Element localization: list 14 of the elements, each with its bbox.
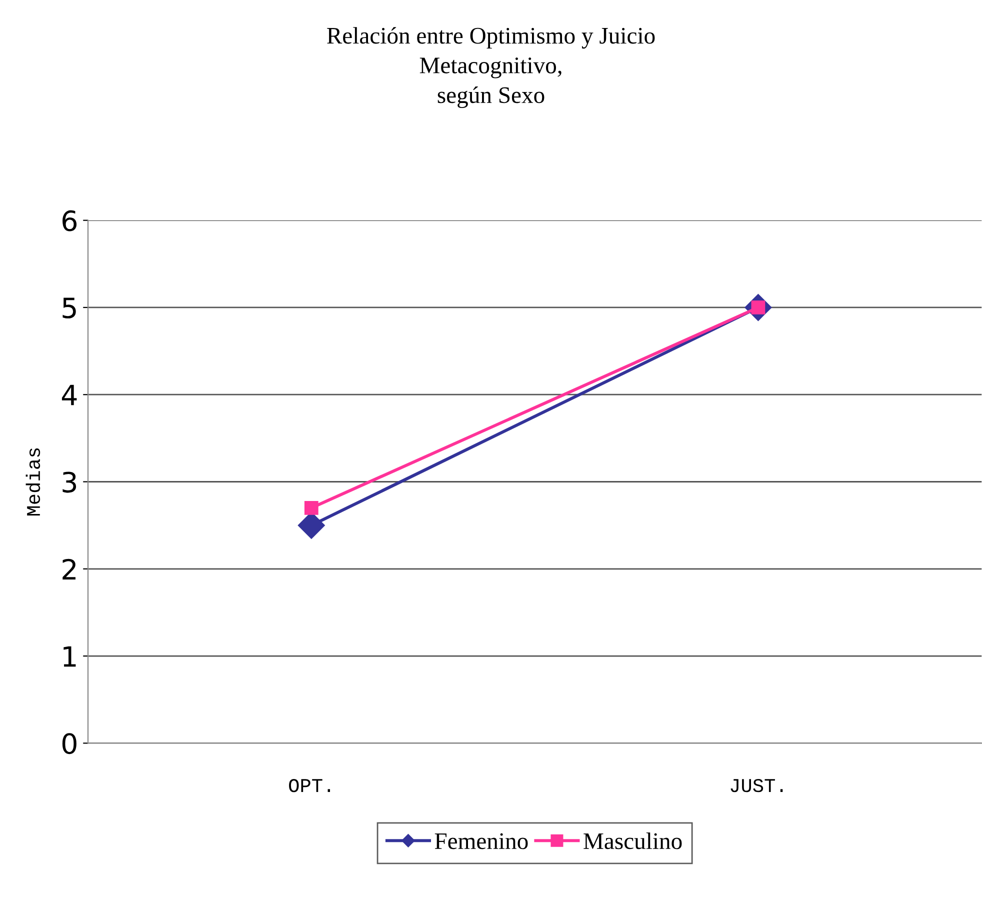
x-tick-label: OPT. xyxy=(289,778,330,792)
y-tick-label: 0 xyxy=(62,733,76,754)
point xyxy=(304,500,318,515)
y-tick-label: 3 xyxy=(62,472,76,493)
y-axis-title: Medias xyxy=(26,448,40,516)
y-tick-label: 5 xyxy=(62,298,76,318)
x-tick-label: JUST. xyxy=(730,778,783,792)
legend-label: Masculino xyxy=(584,832,682,850)
y-tick-label: 6 xyxy=(62,210,77,232)
legend-label: Femenino xyxy=(434,833,528,850)
y-tick-label: 4 xyxy=(62,384,77,406)
y-tick-label: 1 xyxy=(64,646,76,667)
y-tick-label: 2 xyxy=(62,558,76,580)
chart-title: Relación entre Optimismo y Juicio Metacognitivo, según Sexo xyxy=(327,27,655,108)
